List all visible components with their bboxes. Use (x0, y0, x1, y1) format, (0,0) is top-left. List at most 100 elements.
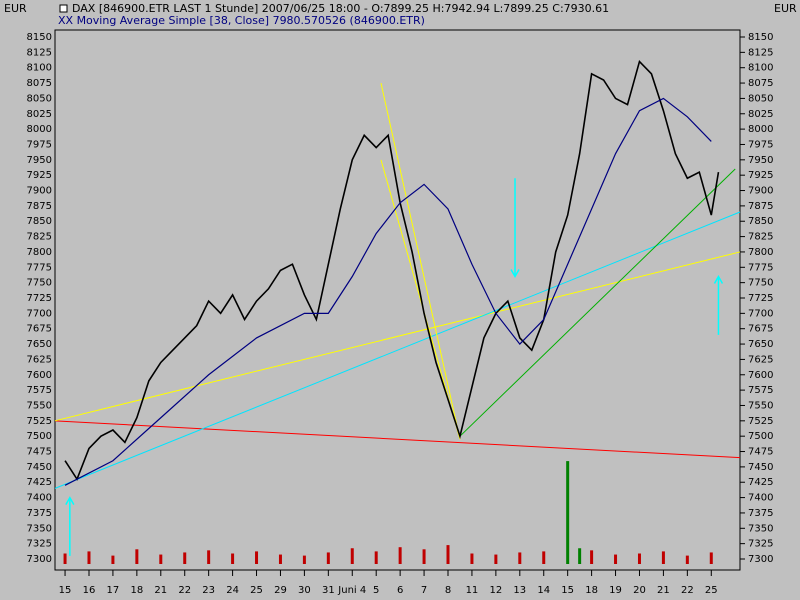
arrow (510, 178, 520, 279)
y-tick-label: 7825 (27, 232, 52, 243)
chart-subtitle: XX Moving Average Simple [38, Close] 798… (58, 14, 425, 27)
y-tick-label: 7725 (27, 293, 52, 304)
y-tick-label: 7700 (27, 308, 52, 319)
y-tick-label: 8075 (27, 78, 52, 89)
y-tick-label-right: 8000 (748, 124, 773, 135)
y-tick-label-right: 7550 (748, 400, 773, 411)
volume-bar (637, 553, 641, 564)
y-tick-label: 7950 (27, 155, 52, 166)
y-tick-label-right: 7775 (748, 262, 773, 273)
y-tick-label-right: 7975 (748, 139, 773, 150)
y-tick-label-right: 7900 (748, 186, 773, 197)
volume-bar (685, 555, 689, 564)
y-tick-label: 7750 (27, 278, 52, 289)
y-tick-label: 7900 (27, 186, 52, 197)
volume-bar (63, 553, 67, 564)
currency-left: EUR (4, 2, 27, 15)
y-tick-label: 7575 (27, 385, 52, 396)
trend-line (54, 420, 741, 459)
y-tick-label-right: 8125 (748, 47, 773, 58)
y-tick-label-right: 7700 (748, 308, 773, 319)
arrow (713, 274, 724, 335)
y-tick-label-right: 8075 (748, 78, 773, 89)
y-tick-label: 7625 (27, 354, 52, 365)
y-tick-label: 7800 (27, 247, 52, 258)
x-tick-label: 14 (537, 585, 550, 596)
volume-bar (470, 553, 474, 564)
y-tick-label-right: 7500 (748, 431, 773, 442)
trend-line (380, 82, 461, 440)
plot-frame (54, 29, 741, 571)
trend-line (380, 159, 461, 440)
x-tick-label: 18 (585, 585, 598, 596)
x-tick-label: 21 (154, 585, 167, 596)
y-tick-label-right: 7525 (748, 416, 773, 427)
x-tick-label: 11 (466, 585, 479, 596)
y-tick-label: 7975 (27, 139, 52, 150)
x-tick-label: 22 (681, 585, 694, 596)
y-tick-label: 7425 (27, 477, 52, 488)
y-tick-label-right: 7675 (748, 324, 773, 335)
y-tick-label-right: 7600 (748, 370, 773, 381)
x-tick-label: 15 (59, 585, 72, 596)
y-tick-label: 7525 (27, 416, 52, 427)
y-tick-label-right: 7750 (748, 278, 773, 289)
x-tick-label: 25 (705, 585, 718, 596)
y-tick-label: 8025 (27, 109, 52, 120)
volume-bar (566, 461, 570, 564)
x-tick-label: 18 (130, 585, 143, 596)
currency-right: EUR (774, 2, 797, 15)
y-tick-label: 7675 (27, 324, 52, 335)
volume-bar (422, 549, 426, 564)
volume-bar (231, 553, 235, 564)
volume-bar (350, 548, 354, 564)
volume-bar (446, 545, 450, 564)
y-tick-label-right: 7725 (748, 293, 773, 304)
y-tick-label: 7475 (27, 447, 52, 458)
y-tick-label: 7500 (27, 431, 52, 442)
y-tick-label: 7450 (27, 462, 52, 473)
x-tick-label: 25 (250, 585, 263, 596)
y-tick-label-right: 7300 (748, 554, 773, 565)
x-tick-label: 16 (83, 585, 96, 596)
x-tick-label: 7 (421, 585, 427, 596)
x-tick-label: 30 (298, 585, 311, 596)
y-tick-label: 7925 (27, 170, 52, 181)
volume-bar (278, 554, 282, 564)
chart-title: DAX [846900.ETR LAST 1 Stunde] 2007/06/2… (72, 2, 609, 15)
x-tick-label: 29 (274, 585, 287, 596)
volume-bar (542, 551, 546, 564)
x-tick-label: 21 (657, 585, 670, 596)
y-tick-label-right: 7625 (748, 354, 773, 365)
volume-bar (159, 554, 163, 564)
volume-bar (326, 552, 330, 564)
y-tick-label-right: 7400 (748, 493, 773, 504)
y-tick-label-right: 8050 (748, 93, 773, 104)
x-tick-label: 31 (322, 585, 335, 596)
y-tick-label-right: 7350 (748, 523, 773, 534)
y-tick-label-right: 7825 (748, 232, 773, 243)
price-line (64, 60, 720, 481)
y-tick-label-right: 7950 (748, 155, 773, 166)
y-tick-label: 7550 (27, 400, 52, 411)
y-tick-label: 7775 (27, 262, 52, 273)
x-tick-label: 23 (202, 585, 215, 596)
volume-bar (183, 552, 187, 564)
arrow (65, 496, 75, 556)
y-tick-label-right: 7925 (748, 170, 773, 181)
y-tick-label-right: 7650 (748, 339, 773, 350)
volume-bar (614, 554, 618, 564)
volume-bar (302, 555, 306, 564)
x-tick-label: 19 (609, 585, 622, 596)
price-line (64, 97, 712, 486)
y-tick-label-right: 7850 (748, 216, 773, 227)
trend-line (459, 168, 736, 437)
volume-bar (709, 552, 713, 564)
trend-line (54, 251, 741, 422)
y-tick-label: 8100 (27, 63, 52, 74)
volume-bar (518, 552, 522, 564)
volume-bar (590, 550, 594, 564)
y-tick-label: 8150 (27, 32, 52, 43)
